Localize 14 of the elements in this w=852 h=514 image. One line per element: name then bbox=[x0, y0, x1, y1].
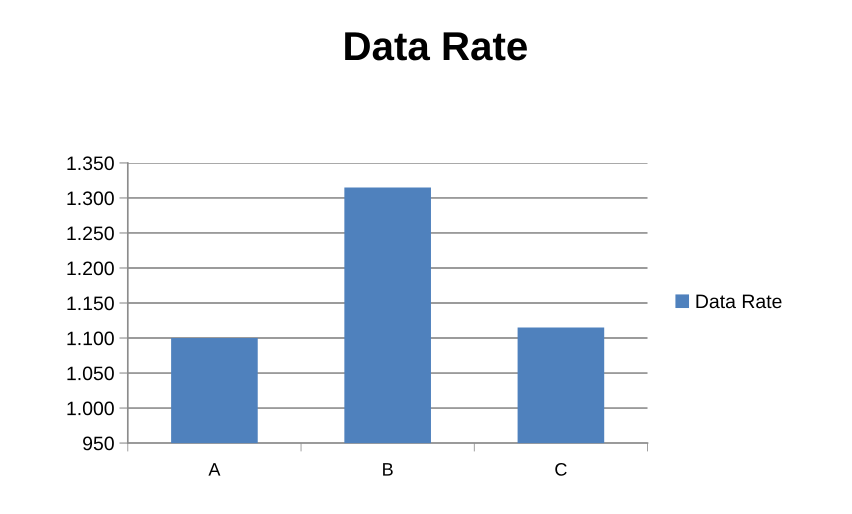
y-tick-label: 950 bbox=[83, 436, 114, 450]
y-tick-label: 1.000 bbox=[67, 402, 114, 416]
y-tick-label: 1.350 bbox=[67, 156, 114, 170]
x-tick-label: C bbox=[555, 462, 567, 476]
legend-label: Data Rate bbox=[696, 294, 782, 308]
y-tick-label: 1.050 bbox=[67, 366, 114, 380]
y-tick-label: 1.250 bbox=[67, 226, 114, 240]
y-tick-label: 1.300 bbox=[67, 191, 114, 206]
y-tick-label: 1.100 bbox=[67, 331, 114, 346]
chart-title: Data Rate bbox=[345, 32, 527, 60]
x-tick-label: A bbox=[208, 463, 220, 476]
y-tick-label: 1.150 bbox=[67, 296, 114, 310]
x-tick-label: B bbox=[383, 463, 393, 476]
y-tick-label: 1.200 bbox=[67, 261, 114, 276]
